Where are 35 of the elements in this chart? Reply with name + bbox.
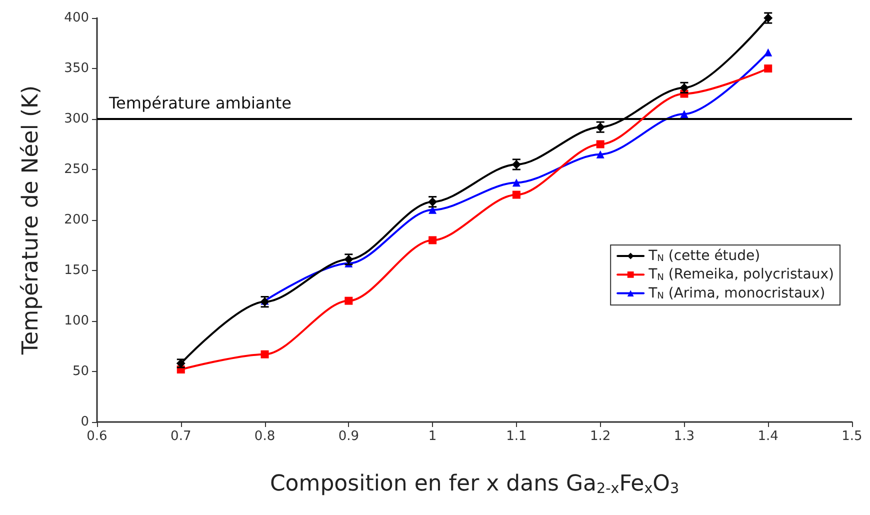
- y-tick-label: 400: [64, 10, 89, 26]
- x-tick-label: 1.5: [842, 429, 862, 444]
- point: [428, 236, 437, 244]
- x-tick-label: 0.8: [254, 429, 276, 444]
- x-tick-label: 0.7: [170, 429, 192, 444]
- y-tick-label: 100: [64, 314, 89, 328]
- x-tick-label: 1.2: [590, 429, 611, 444]
- x-tick-label: 1.1: [506, 429, 527, 444]
- ref-line-label: Température ambiante: [108, 94, 292, 112]
- y-tick-label: 350: [64, 61, 89, 76]
- y-tick-label: 0: [80, 414, 89, 430]
- legend-label: TN (Remeika, polycristaux): [648, 266, 834, 283]
- y-tick-label: 250: [64, 162, 89, 177]
- x-tick-label: 0.6: [86, 429, 108, 444]
- y-tick-label: 300: [64, 112, 89, 126]
- point: [512, 178, 520, 187]
- point: [680, 110, 688, 118]
- y-axis-title: Température de Néel (K): [18, 85, 44, 356]
- legend-label: TN (Arima, monocristaux): [648, 285, 826, 302]
- x-axis-title: Composition en fer x dans Ga2-xFexO3: [270, 471, 680, 497]
- point: [596, 140, 604, 148]
- y-tick-label: 50: [72, 364, 89, 379]
- y-tick-label: 150: [64, 263, 89, 278]
- point: [764, 64, 772, 72]
- point: [260, 350, 269, 358]
- point: [764, 48, 772, 56]
- x-tick-label: 1.3: [674, 429, 695, 444]
- x-tick-label: 1: [428, 429, 437, 444]
- point: [596, 150, 604, 158]
- y-tick-label: 200: [64, 212, 89, 228]
- point: [344, 296, 353, 305]
- legend-label: TN (cette étude): [648, 248, 760, 264]
- x-tick-label: 1.4: [758, 429, 778, 444]
- x-tick-label: 0.9: [338, 429, 360, 444]
- point: [512, 190, 520, 199]
